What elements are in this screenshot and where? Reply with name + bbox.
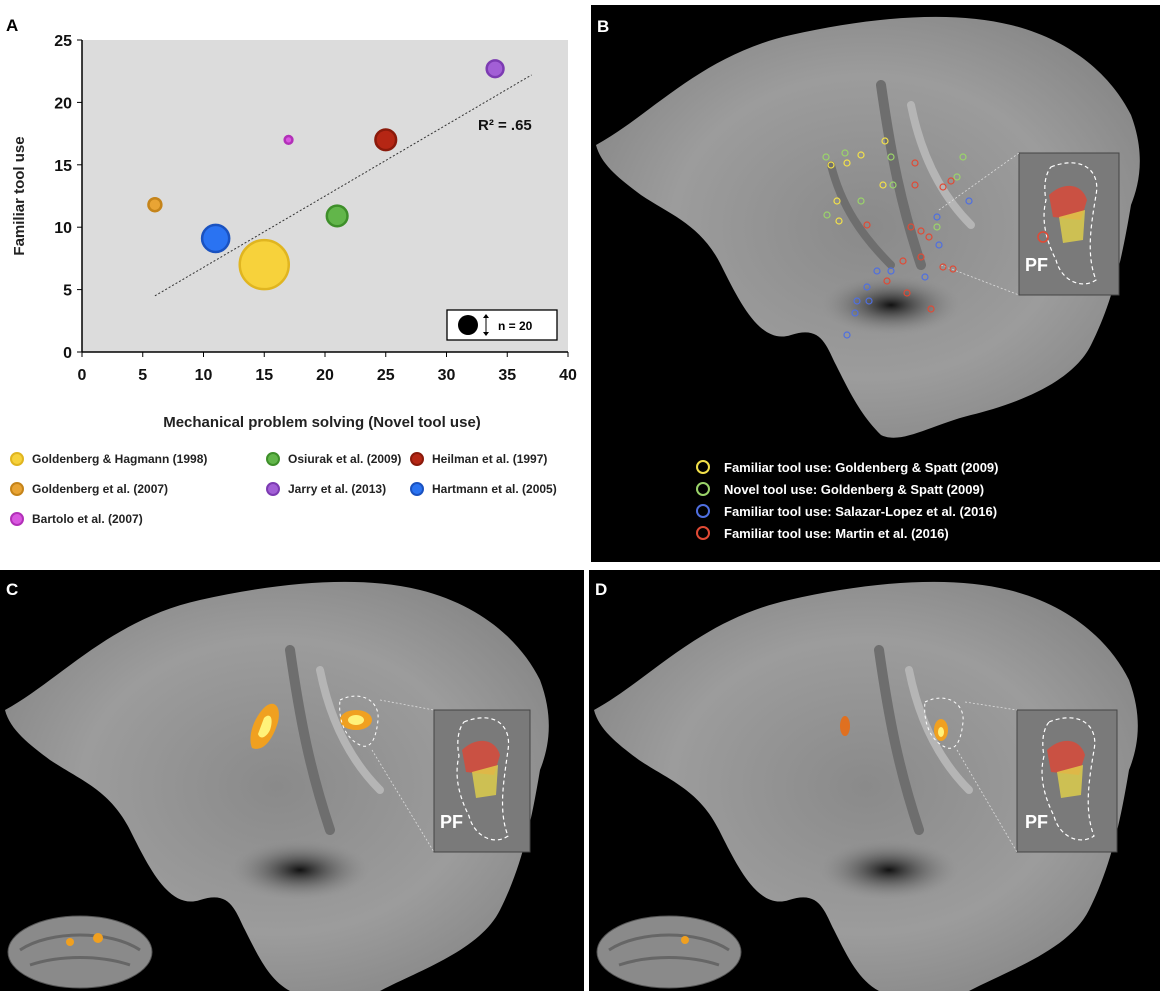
legend-ring: [696, 460, 710, 474]
panel-c: C PF: [0, 570, 584, 991]
bubble-point: [285, 136, 293, 144]
x-tick-label: 5: [138, 367, 147, 384]
x-axis-label: Mechanical problem solving (Novel tool u…: [163, 414, 481, 431]
y-tick-label: 10: [54, 220, 72, 237]
legend-item: Goldenberg & Hagmann (1998): [10, 452, 207, 466]
bubble-point: [375, 130, 396, 151]
size-key-box: n = 20: [447, 310, 557, 340]
chart-legend: Goldenberg & Hagmann (1998) Osiurak et al…: [10, 452, 590, 542]
legend-ring: [696, 526, 710, 540]
legend-item: Jarry et al. (2013): [266, 482, 386, 496]
panel-d: D PF: [589, 570, 1160, 991]
size-key-bubble: [458, 315, 478, 335]
inset-label: PF: [440, 812, 463, 832]
legend-item: Familiar tool use: Salazar-Lopez et al. …: [696, 500, 1136, 522]
legend-swatch: [10, 482, 24, 496]
x-tick-label: 30: [438, 367, 456, 384]
x-tick-label: 35: [498, 367, 516, 384]
legend-swatch: [410, 452, 424, 466]
flatmap-d: PF: [589, 570, 1160, 991]
legend-label: Goldenberg & Hagmann (1998): [32, 452, 207, 466]
legend-swatch: [266, 452, 280, 466]
legend-item: Bartolo et al. (2007): [10, 512, 143, 526]
y-axis-label: Familiar tool use: [11, 136, 28, 255]
legend-ring: [696, 482, 710, 496]
panel-b: B PF: [591, 5, 1160, 562]
y-tick-label: 20: [54, 95, 72, 112]
x-tick-label: 15: [255, 367, 273, 384]
legend-label: Osiurak et al. (2009): [288, 452, 401, 466]
activation-blob-core: [348, 715, 364, 725]
inset-label: PF: [1025, 255, 1048, 275]
legend-swatch: [410, 482, 424, 496]
sulcus-dark: [821, 275, 961, 335]
inset-label: PF: [1025, 812, 1048, 832]
bubble-chart: 0 5 10 15 20 25 30 35 40 0 5 10 15 20 25 R² = .65 n =…: [0, 20, 590, 460]
activation-blob-core: [938, 727, 944, 737]
sulcus-dark: [230, 840, 370, 900]
x-tick-label: 20: [316, 367, 334, 384]
activation-blob: [840, 716, 850, 736]
legend-swatch: [10, 512, 24, 526]
legend-swatch: [266, 482, 280, 496]
legend-item: Familiar tool use: Martin et al. (2016): [696, 522, 1136, 544]
legend-item: Novel tool use: Goldenberg & Spatt (2009…: [696, 478, 1136, 500]
bubble-point: [327, 206, 348, 227]
legend-label: Jarry et al. (2013): [288, 482, 386, 496]
bubble-point: [148, 198, 161, 211]
x-tick-label: 10: [195, 367, 213, 384]
y-tick-label: 0: [63, 345, 72, 362]
legend-label: Familiar tool use: Salazar-Lopez et al. …: [724, 504, 997, 519]
bubble-point: [487, 60, 504, 77]
sulcus-dark: [819, 840, 959, 900]
brain-thumbnail: [597, 916, 741, 988]
legend-label: Hartmann et al. (2005): [432, 482, 557, 496]
legend-label: Goldenberg et al. (2007): [32, 482, 168, 496]
legend-item: Hartmann et al. (2005): [410, 482, 557, 496]
y-tick-label: 15: [54, 158, 72, 175]
bubble-point: [202, 225, 229, 252]
size-key-label: n = 20: [498, 319, 533, 333]
brain-thumbnail: [8, 916, 152, 988]
flatmap-c: PF: [0, 570, 584, 991]
r-squared-annotation: R² = .65: [478, 117, 532, 134]
bubble-point: [240, 240, 289, 289]
legend-label: Bartolo et al. (2007): [32, 512, 143, 526]
legend-swatch: [10, 452, 24, 466]
legend-label: Heilman et al. (1997): [432, 452, 547, 466]
legend-item: Heilman et al. (1997): [410, 452, 547, 466]
legend-label: Familiar tool use: Martin et al. (2016): [724, 526, 949, 541]
x-tick-label: 0: [78, 367, 87, 384]
map-legend-b: Familiar tool use: Goldenberg & Spatt (2…: [696, 456, 1136, 544]
legend-item: Goldenberg et al. (2007): [10, 482, 168, 496]
legend-item: Familiar tool use: Goldenberg & Spatt (2…: [696, 456, 1136, 478]
legend-label: Familiar tool use: Goldenberg & Spatt (2…: [724, 460, 999, 475]
legend-item: Osiurak et al. (2009): [266, 452, 401, 466]
x-tick-label: 40: [559, 367, 577, 384]
legend-label: Novel tool use: Goldenberg & Spatt (2009…: [724, 482, 984, 497]
y-tick-label: 25: [54, 33, 72, 50]
x-tick-label: 25: [377, 367, 395, 384]
y-tick-label: 5: [63, 283, 72, 300]
legend-ring: [696, 504, 710, 518]
